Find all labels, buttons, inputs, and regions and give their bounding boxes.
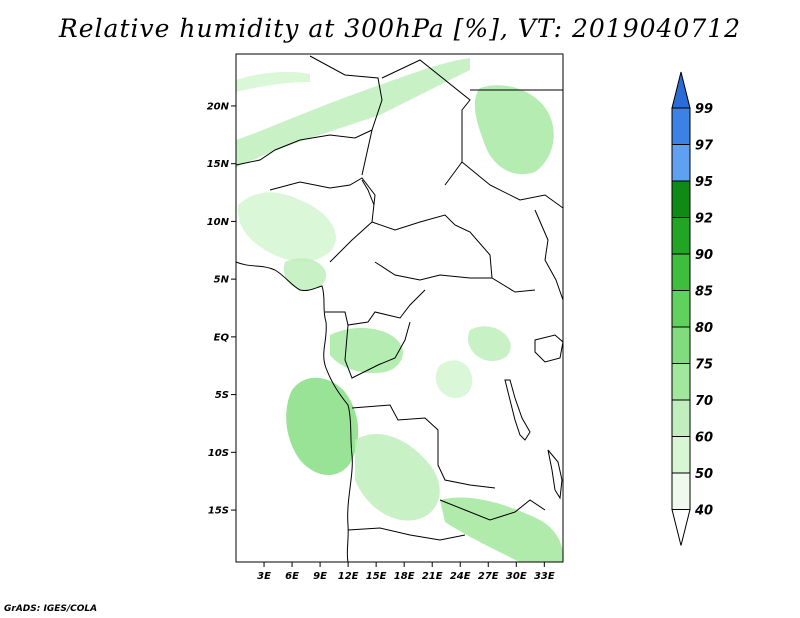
humidity-area-gabon-congo [330,327,403,374]
humidity-area-cameroon-coast [283,258,327,291]
west-africa-coastline [235,261,353,563]
humidity-shading [236,58,564,562]
colorbar-label: 92 [695,212,713,227]
humidity-area-zambia-band [440,497,564,562]
border-east [534,209,564,301]
lon-tick-label: 24E [450,571,471,582]
lon-tick-label: 3E [257,571,271,582]
colorbar-label: 99 [695,102,713,117]
border-nigeria [269,177,376,263]
lat-tick-label: 5S [215,390,229,401]
country-borders [235,55,564,563]
colorbar-box [671,180,691,218]
colorbar-bottom-arrow [671,509,691,546]
lat-tick-label: 10S [208,448,229,459]
colorbar-box [671,217,691,255]
colorbar-box [671,363,691,401]
humidity-area-angola-mid [435,360,473,398]
colorbar-label: 40 [694,504,713,519]
lat-tick-label: 10N [207,217,230,228]
colorbar-box [671,107,691,145]
lon-tick-label: 15E [366,571,387,582]
colorbar-label: 50 [695,467,713,482]
lake-malawi [547,449,563,500]
humidity-area-angola-offshore [286,377,359,476]
lon-tick-label: 12E [338,571,359,582]
lon-tick-label: 30E [506,571,527,582]
border-sahel [235,129,373,166]
colorbar-box [671,399,691,437]
colorbar-label: 80 [695,321,713,336]
lat-tick-label: 15N [207,159,230,170]
colorbar-label: 95 [695,175,713,190]
humidity-area-nigeria-west [237,192,336,262]
colorbar-label: 75 [695,358,713,373]
lat-tick-label: 15S [208,506,229,517]
humidity-area-top-strip [236,72,310,92]
border-sudan-ssudan [461,161,564,209]
colorbar-labels: 99 97 95 92 90 85 80 75 70 60 50 40 [694,102,714,519]
border-zambia [439,499,546,521]
credit-text: GrADS: IGES/COLA [4,604,98,614]
lat-tick-label: 5N [214,275,230,286]
lat-tick-label: EQ [214,332,230,343]
border-congo-drc [344,321,411,379]
colorbar-label: 97 [695,139,714,154]
border-angola-namibia [347,527,466,541]
map-frame: 20N 15N 10N 5N EQ 5S 10S 15S 3E 6E 9E 12E 15E 18E 21E… [207,53,564,582]
colorbar-box [671,144,691,182]
chart-title: Relative humidity at 300hPa [%], VT: 201… [58,14,742,43]
longitude-ticks: 3E 6E 9E 12E 15E 18E 21E 24E 27E 30E 33E [257,562,555,582]
border-chad-car [371,214,493,279]
colorbar-top-arrow [671,71,691,109]
map-border [235,53,564,563]
humidity-area-great-lakes [467,326,511,362]
lake-victoria [534,334,564,363]
colorbar: 99 97 95 92 90 85 80 75 70 60 50 40 [671,71,714,546]
lon-tick-label: 9E [313,571,327,582]
lake-tanganyika [504,379,531,441]
border-libya-chad-sudan [381,59,471,186]
nile-river [361,179,375,206]
border-libya-algeria [309,55,383,176]
colorbar-box [671,290,691,328]
lat-tick-label: 20N [207,101,230,112]
lon-tick-label: 33E [534,571,555,582]
lon-tick-label: 21E [422,571,443,582]
colorbar-box [671,326,691,364]
colorbar-label: 85 [695,285,713,300]
humidity-area-angola-interior [355,434,440,521]
colorbar-label: 60 [695,431,713,446]
humidity-area-sahel-band [236,58,470,168]
lon-tick-label: 18E [394,571,415,582]
humidity-area-northeast-cloud [474,85,554,175]
lon-tick-label: 6E [285,571,299,582]
border-car-drc [374,261,536,293]
colorbar-box [671,253,691,291]
border-angola-drc [351,404,496,489]
latitude-ticks: 20N 15N 10N 5N EQ 5S 10S 15S [207,101,236,517]
lon-tick-label: 27E [478,571,499,582]
colorbar-box [671,472,691,510]
colorbar-label: 90 [695,248,713,263]
colorbar-box [671,436,691,474]
border-cameroon-gabon [325,289,426,326]
colorbar-label: 70 [695,394,713,409]
colorbar-boxes [671,71,691,546]
